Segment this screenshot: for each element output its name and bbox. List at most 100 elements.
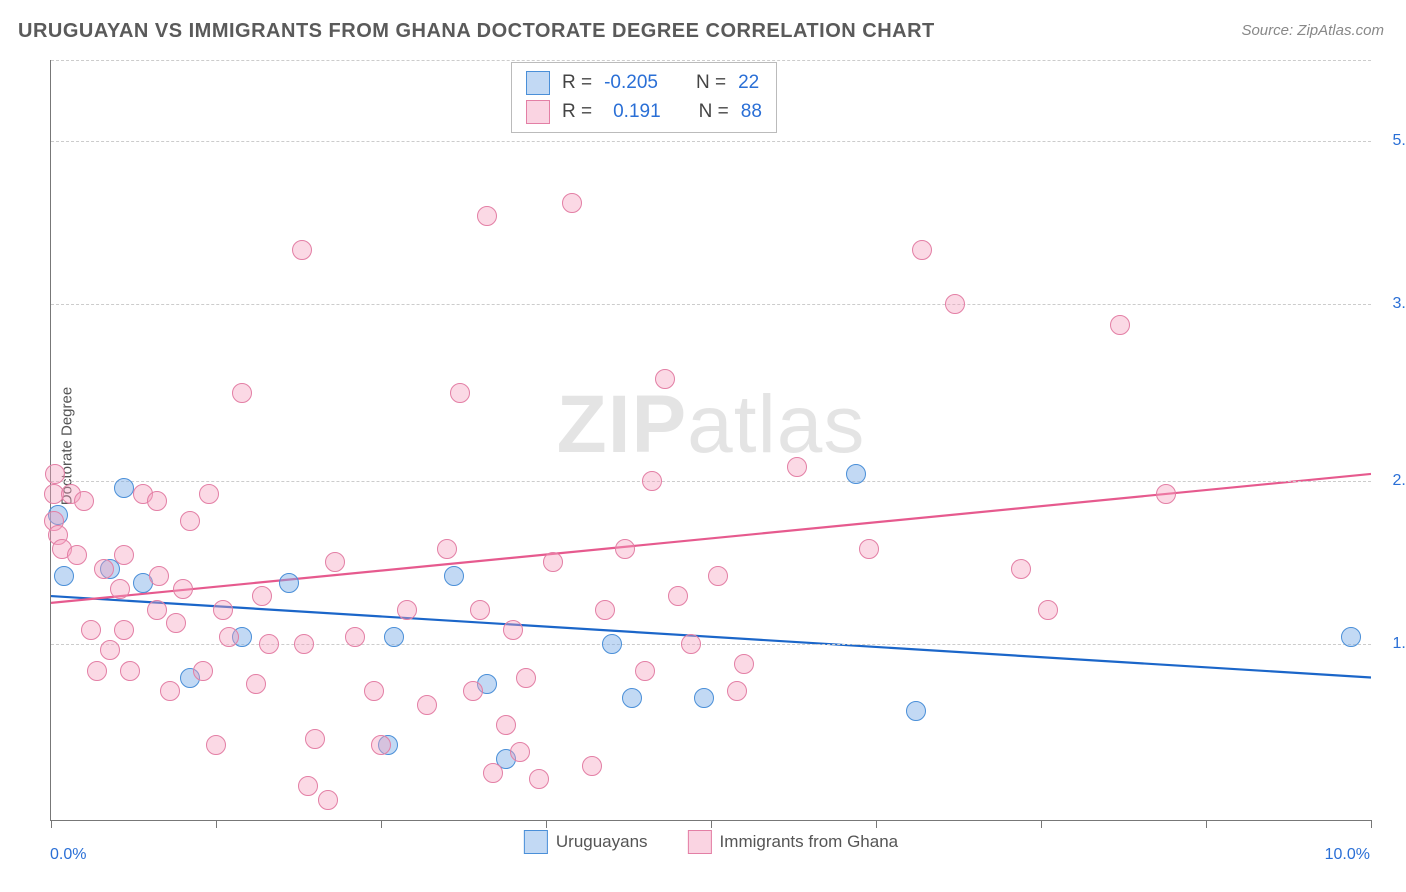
data-point xyxy=(110,579,130,599)
data-point xyxy=(470,600,490,620)
data-point xyxy=(846,464,866,484)
x-tick xyxy=(51,820,52,828)
stats-row-uruguayans: R = -0.205 N = 22 xyxy=(526,69,762,98)
y-tick-label: 3.8% xyxy=(1393,295,1406,313)
data-point xyxy=(67,545,87,565)
data-point xyxy=(173,579,193,599)
data-point xyxy=(325,552,345,572)
data-point xyxy=(371,735,391,755)
swatch-blue xyxy=(526,71,550,95)
data-point xyxy=(81,620,101,640)
data-point xyxy=(345,627,365,647)
data-point xyxy=(437,539,457,559)
data-point xyxy=(193,661,213,681)
data-point xyxy=(246,674,266,694)
data-point xyxy=(727,681,747,701)
y-tick-label: 5.0% xyxy=(1393,132,1406,150)
data-point xyxy=(364,681,384,701)
watermark: ZIPatlas xyxy=(557,378,866,472)
data-point xyxy=(582,756,602,776)
data-point xyxy=(635,661,655,681)
data-point xyxy=(787,457,807,477)
swatch-pink xyxy=(526,100,550,124)
data-point xyxy=(232,383,252,403)
data-point xyxy=(912,240,932,260)
data-point xyxy=(483,763,503,783)
gridline xyxy=(51,141,1371,142)
x-tick xyxy=(1371,820,1372,828)
data-point xyxy=(615,539,635,559)
data-point xyxy=(180,511,200,531)
label-R: R = xyxy=(562,98,592,127)
data-point xyxy=(199,484,219,504)
legend-label-uruguayans: Uruguayans xyxy=(556,832,648,852)
data-point xyxy=(294,634,314,654)
data-point xyxy=(708,566,728,586)
source-attribution: Source: ZipAtlas.com xyxy=(1241,22,1384,39)
correlation-stats-box: R = -0.205 N = 22 R = 0.191 N = 88 xyxy=(511,62,777,133)
legend-bottom: Uruguayans Immigrants from Ghana xyxy=(524,830,898,854)
data-point xyxy=(496,715,516,735)
data-point xyxy=(543,552,563,572)
data-point xyxy=(149,566,169,586)
data-point xyxy=(1341,627,1361,647)
x-tick-left: 0.0% xyxy=(50,846,86,864)
data-point xyxy=(655,369,675,389)
legend-item-ghana: Immigrants from Ghana xyxy=(688,830,899,854)
data-point xyxy=(463,681,483,701)
data-point xyxy=(114,478,134,498)
data-point xyxy=(213,600,233,620)
data-point xyxy=(444,566,464,586)
data-point xyxy=(450,383,470,403)
data-point xyxy=(292,240,312,260)
data-point xyxy=(503,620,523,640)
data-point xyxy=(642,471,662,491)
gridline xyxy=(51,481,1371,482)
data-point xyxy=(160,681,180,701)
data-point xyxy=(305,729,325,749)
data-point xyxy=(166,613,186,633)
data-point xyxy=(681,634,701,654)
data-point xyxy=(1156,484,1176,504)
data-point xyxy=(529,769,549,789)
data-point xyxy=(397,600,417,620)
data-point xyxy=(94,559,114,579)
data-point xyxy=(45,464,65,484)
data-point xyxy=(1110,315,1130,335)
legend-label-ghana: Immigrants from Ghana xyxy=(720,832,899,852)
x-tick-right: 10.0% xyxy=(1325,846,1370,864)
x-tick xyxy=(381,820,382,828)
regression-lines xyxy=(51,60,1371,820)
data-point xyxy=(510,742,530,762)
value-N-pink: 88 xyxy=(741,98,762,127)
data-point xyxy=(906,701,926,721)
data-point xyxy=(602,634,622,654)
data-point xyxy=(259,634,279,654)
data-point xyxy=(859,539,879,559)
x-tick xyxy=(1206,820,1207,828)
x-tick xyxy=(216,820,217,828)
data-point xyxy=(147,600,167,620)
data-point xyxy=(279,573,299,593)
x-tick xyxy=(876,820,877,828)
data-point xyxy=(734,654,754,674)
y-tick-label: 1.3% xyxy=(1393,635,1406,653)
label-N: N = xyxy=(699,98,729,127)
data-point xyxy=(74,491,94,511)
x-tick xyxy=(1041,820,1042,828)
gridline xyxy=(51,304,1371,305)
data-point xyxy=(147,491,167,511)
value-R-pink: 0.191 xyxy=(604,98,661,127)
y-tick-label: 2.5% xyxy=(1393,472,1406,490)
data-point xyxy=(114,545,134,565)
data-point xyxy=(595,600,615,620)
swatch-pink xyxy=(688,830,712,854)
data-point xyxy=(668,586,688,606)
chart-title: URUGUAYAN VS IMMIGRANTS FROM GHANA DOCTO… xyxy=(18,20,935,43)
data-point xyxy=(562,193,582,213)
data-point xyxy=(1038,600,1058,620)
swatch-blue xyxy=(524,830,548,854)
data-point xyxy=(417,695,437,715)
data-point xyxy=(252,586,272,606)
data-point xyxy=(54,566,74,586)
